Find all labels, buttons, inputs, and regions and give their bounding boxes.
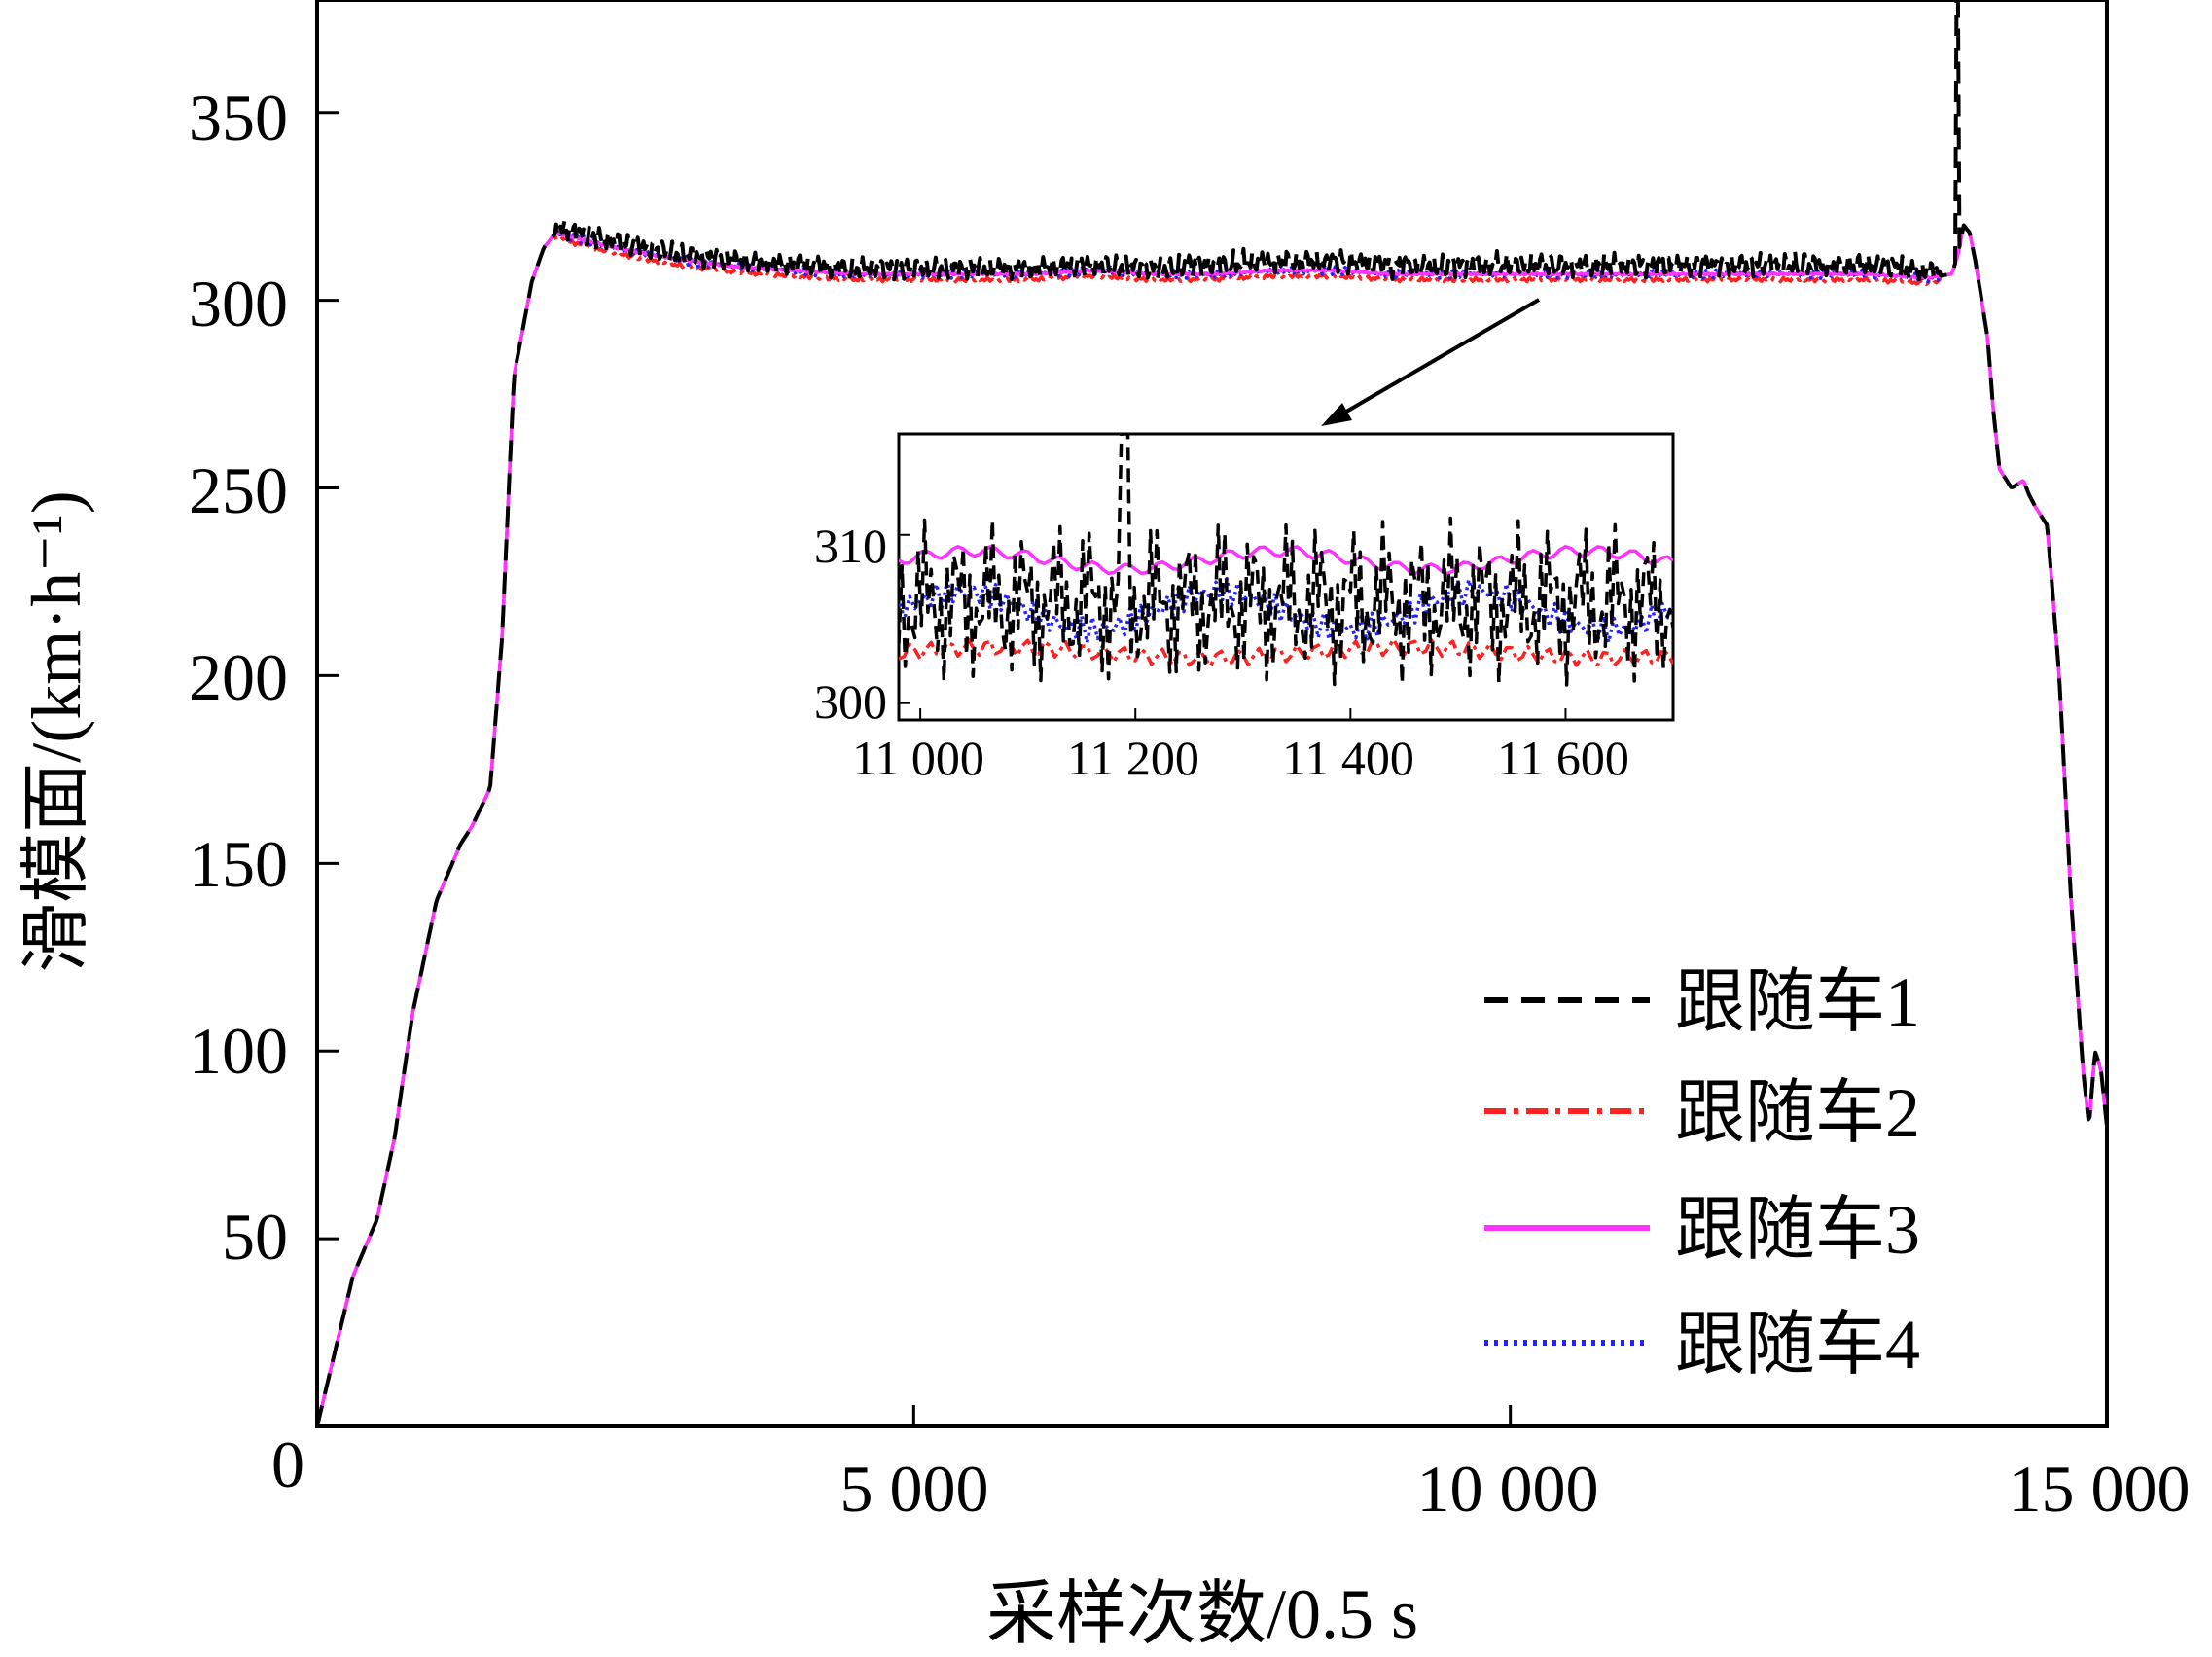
y-tick-label: 300 [189,267,288,341]
y-tick-label: 100 [189,1014,288,1088]
x-tick-label: 0 [271,1427,304,1501]
inset-x-tick-label: 11 000 [852,731,984,785]
inset-tick-labels: 11 000 11 200 11 400 11 600 300 310 [814,519,1629,785]
x-axis-title: 采样次数/0.5 s [986,1575,1418,1653]
legend-label-series-2: 跟随车2 [1675,1074,1920,1152]
y-tick-label: 150 [189,827,288,901]
legend-label-series-1: 跟随车1 [1675,963,1920,1041]
inset-y-tick-label: 300 [814,674,887,729]
y-tick-label: 350 [189,81,288,155]
inset-pointer-arrow [1321,298,1541,426]
main-tick-marks [315,111,2109,1426]
x-tick-label: 15 000 [2009,1452,2191,1526]
inset-y-tick-label: 310 [814,519,887,573]
y-axis-title: 滑模面/(km·h⁻¹) [18,490,95,973]
main-series-group [317,0,2107,1426]
inset-tick-marks [899,533,1567,720]
y-tick-label: 250 [189,453,288,527]
legend: 跟随车1 跟随车2 跟随车3 跟随车4 [1484,963,1920,1384]
y-tick-label: 50 [222,1200,288,1274]
inset-series-group [899,434,1673,687]
inset-x-tick-label: 11 200 [1067,731,1199,785]
x-tick-label: 10 000 [1417,1452,1599,1526]
legend-label-series-4: 跟随车4 [1675,1306,1920,1384]
series-line-1 [317,0,2107,1426]
y-tick-labels: 50 100 150 200 250 300 350 [189,81,288,1274]
legend-label-series-3: 跟随车3 [1675,1191,1920,1269]
inset-x-tick-label: 11 600 [1497,731,1629,785]
x-tick-label: 5 000 [840,1452,989,1526]
y-tick-label: 200 [189,640,288,714]
inset-series-line-1 [899,434,1673,687]
inset-series-line-2 [899,637,1673,668]
inset-x-tick-label: 11 400 [1282,731,1414,785]
series-line-2 [317,223,2107,1426]
x-tick-labels: 0 5 000 10 000 15 000 [271,1427,2191,1526]
